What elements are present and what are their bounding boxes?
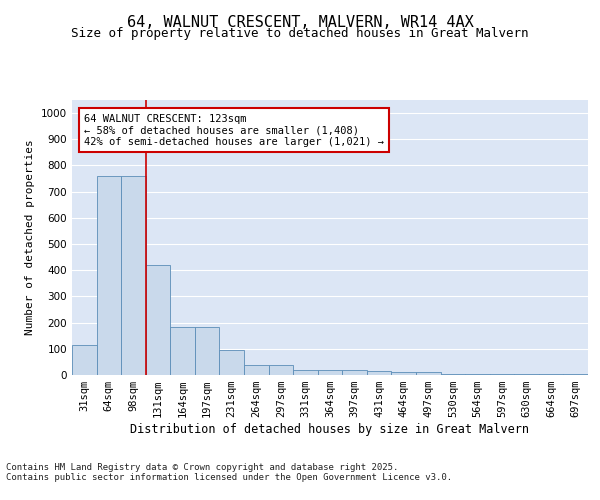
Bar [97, 176, 121, 375]
Bar [514, 374, 539, 375]
Bar [121, 176, 146, 375]
Bar [440, 374, 465, 375]
Bar [170, 326, 195, 375]
Bar [391, 372, 416, 375]
Bar [220, 350, 244, 375]
Text: 64, WALNUT CRESCENT, MALVERN, WR14 4AX: 64, WALNUT CRESCENT, MALVERN, WR14 4AX [127, 15, 473, 30]
Text: 64 WALNUT CRESCENT: 123sqm
← 58% of detached houses are smaller (1,408)
42% of s: 64 WALNUT CRESCENT: 123sqm ← 58% of deta… [84, 114, 384, 146]
Bar [539, 374, 563, 375]
Bar [563, 374, 588, 375]
X-axis label: Distribution of detached houses by size in Great Malvern: Distribution of detached houses by size … [131, 423, 530, 436]
Bar [342, 370, 367, 375]
Bar [490, 374, 514, 375]
Bar [465, 374, 490, 375]
Bar [293, 370, 318, 375]
Bar [367, 371, 391, 375]
Bar [146, 265, 170, 375]
Bar [416, 372, 440, 375]
Y-axis label: Number of detached properties: Number of detached properties [25, 140, 35, 336]
Bar [72, 345, 97, 375]
Text: Contains HM Land Registry data © Crown copyright and database right 2025.
Contai: Contains HM Land Registry data © Crown c… [6, 462, 452, 482]
Bar [244, 364, 269, 375]
Text: Size of property relative to detached houses in Great Malvern: Size of property relative to detached ho… [71, 28, 529, 40]
Bar [195, 326, 220, 375]
Bar [269, 364, 293, 375]
Bar [318, 370, 342, 375]
